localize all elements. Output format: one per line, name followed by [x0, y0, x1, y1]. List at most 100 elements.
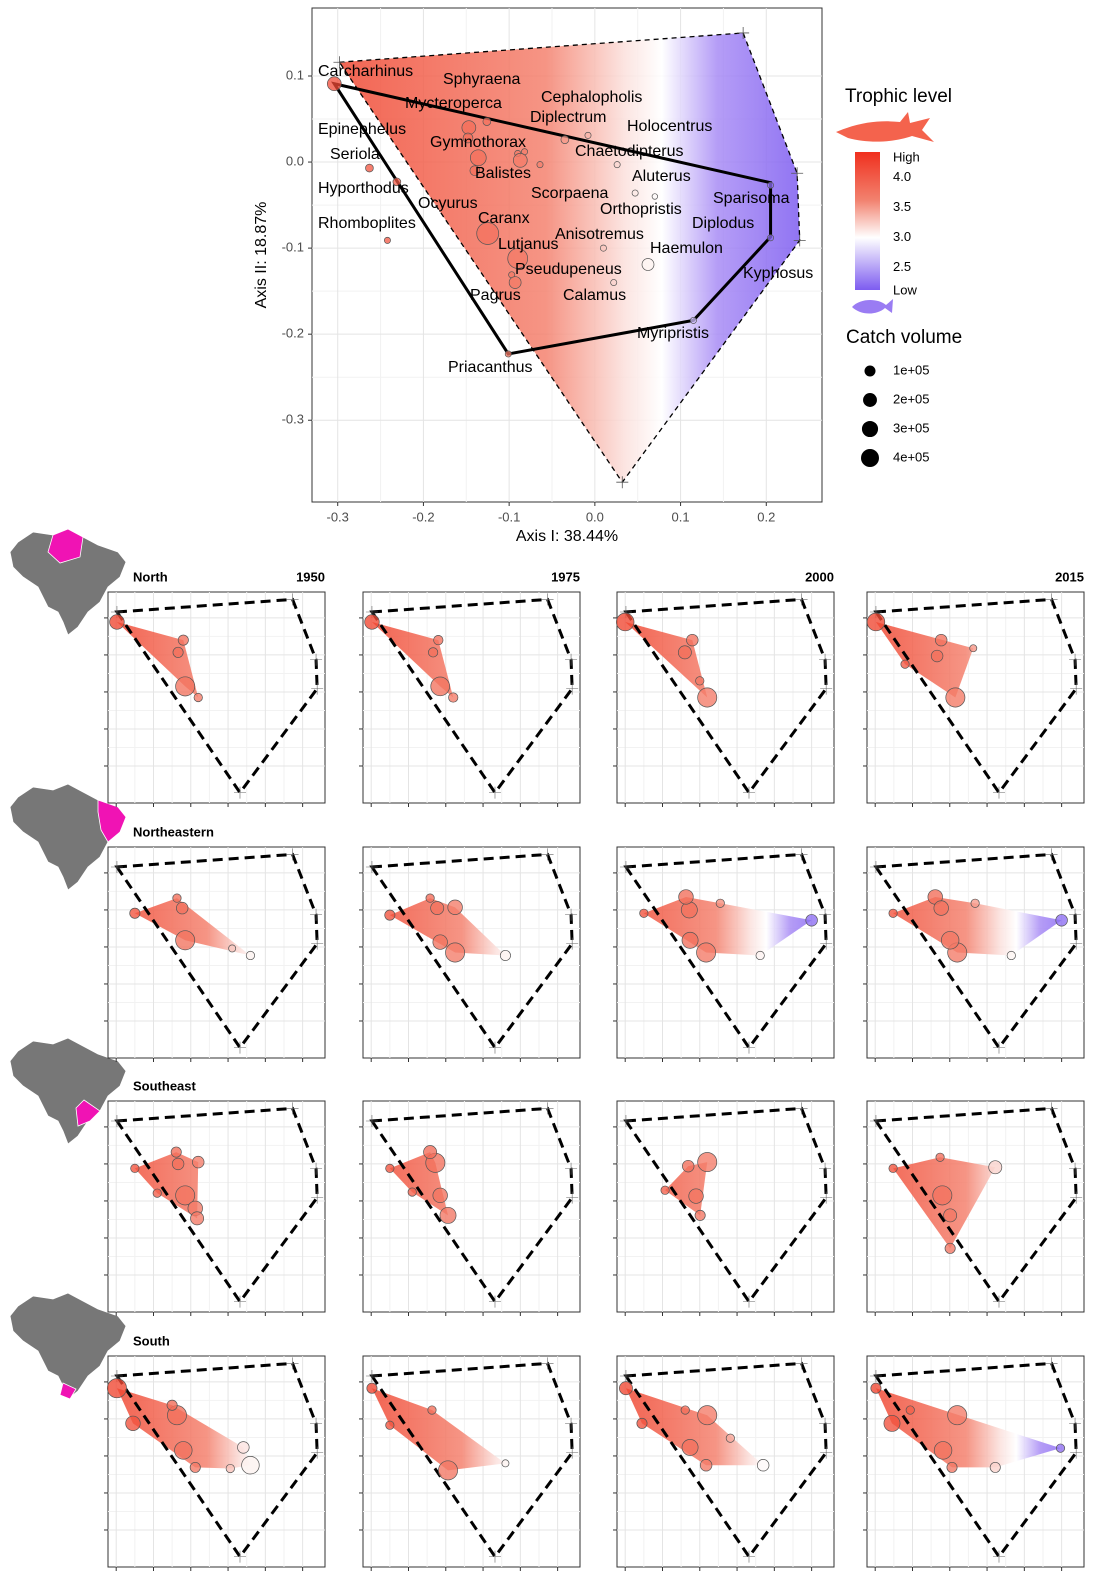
point-label: Caranx	[478, 210, 530, 227]
point	[226, 1464, 234, 1472]
point	[695, 1210, 705, 1220]
point	[483, 118, 491, 126]
point	[611, 279, 617, 285]
point	[698, 1406, 717, 1425]
point	[433, 935, 448, 950]
point-label: Mycteroperca	[405, 95, 502, 112]
region-label: North	[133, 569, 168, 584]
y-tick-label: -0.1	[282, 240, 304, 255]
point-label: Haemulon	[650, 240, 723, 257]
size-legend-label: 2e+05	[893, 391, 930, 406]
point	[681, 1406, 689, 1414]
y-tick-label: 0.1	[286, 67, 304, 82]
point	[767, 235, 773, 241]
colorbar-low: Low	[893, 282, 917, 297]
point	[242, 1456, 260, 1474]
shark-icon	[836, 112, 934, 142]
size-legend-key	[863, 393, 877, 407]
point	[901, 660, 909, 668]
point-label: Ocyurus	[418, 195, 478, 212]
point-label: Kyphosus	[743, 265, 813, 282]
point-label: Diplectrum	[530, 109, 606, 126]
point	[936, 1153, 944, 1161]
point	[661, 1186, 669, 1194]
point	[433, 1188, 448, 1203]
point	[176, 902, 188, 914]
point-label: Aluterus	[632, 168, 691, 185]
point-label: Carcharhinus	[318, 63, 413, 80]
point	[682, 932, 698, 948]
point-label: Pseudupeneus	[515, 261, 622, 278]
point	[173, 894, 181, 902]
size-legend-label: 1e+05	[893, 362, 930, 377]
point	[696, 677, 704, 685]
point	[698, 1152, 717, 1171]
point-label: Hyporthodus	[318, 180, 409, 197]
point	[246, 951, 254, 959]
point	[131, 1164, 139, 1172]
point	[682, 1160, 694, 1172]
point	[366, 164, 374, 172]
point	[386, 1164, 394, 1172]
point-label: Epinephelus	[318, 121, 406, 138]
point	[934, 901, 949, 916]
point	[946, 688, 965, 707]
point	[686, 634, 698, 646]
point	[167, 1400, 177, 1410]
point	[934, 1442, 952, 1460]
colorbar-tick-label: 2.5	[893, 259, 911, 274]
point	[690, 317, 696, 323]
point	[947, 1462, 957, 1472]
panel-frame	[108, 847, 325, 1058]
panel-frame	[617, 592, 834, 803]
size-legend-label: 3e+05	[893, 420, 930, 435]
panel-frame	[867, 592, 1084, 803]
point-label: Calamus	[563, 287, 626, 304]
x-tick-label: -0.1	[498, 509, 520, 524]
point	[689, 1189, 704, 1204]
point	[438, 1461, 457, 1480]
point	[614, 162, 620, 168]
fish-icon	[852, 299, 893, 314]
point-label: Sphyraena	[443, 71, 520, 88]
year-label: 1950	[296, 569, 325, 584]
panel-frame	[108, 592, 325, 803]
x-tick-label: 0.0	[586, 509, 604, 524]
x-axis-title: Axis I: 38.44%	[516, 528, 618, 545]
point-label: Priacanthus	[448, 359, 533, 376]
point	[767, 182, 773, 188]
point	[174, 1442, 192, 1460]
point	[424, 1146, 437, 1159]
colorbar-tick-label: 3.0	[893, 229, 911, 244]
year-label: 1975	[551, 569, 580, 584]
point	[431, 902, 444, 915]
colorbar	[855, 152, 880, 290]
size-legend-title: Catch volume	[846, 327, 962, 348]
point	[173, 647, 183, 657]
point	[462, 121, 476, 135]
point	[619, 1382, 632, 1395]
point	[386, 1421, 394, 1429]
point	[500, 950, 510, 960]
point-label: Holocentrus	[627, 118, 712, 135]
panel-frame	[363, 592, 580, 803]
point	[682, 1439, 698, 1455]
point	[171, 1147, 181, 1157]
point	[757, 1459, 769, 1471]
point	[561, 136, 569, 144]
panel-frame	[867, 1101, 1084, 1312]
point	[642, 258, 654, 270]
size-legend-key	[861, 449, 879, 467]
y-axis-title: Axis II: 18.87%	[253, 202, 270, 309]
point	[906, 1406, 914, 1414]
region-label: Southeast	[133, 1078, 197, 1093]
figure: -0.3-0.2-0.10.00.10.20.10.0-0.1-0.2-0.3C…	[0, 0, 1107, 1590]
point	[176, 677, 195, 696]
point	[941, 931, 959, 949]
colorbar-tick-label: 3.5	[893, 199, 911, 214]
year-label: 2015	[1055, 569, 1084, 584]
point	[1007, 951, 1015, 959]
point	[931, 650, 943, 662]
region-label: South	[133, 1333, 170, 1348]
point-label: Scorpaena	[531, 185, 608, 202]
